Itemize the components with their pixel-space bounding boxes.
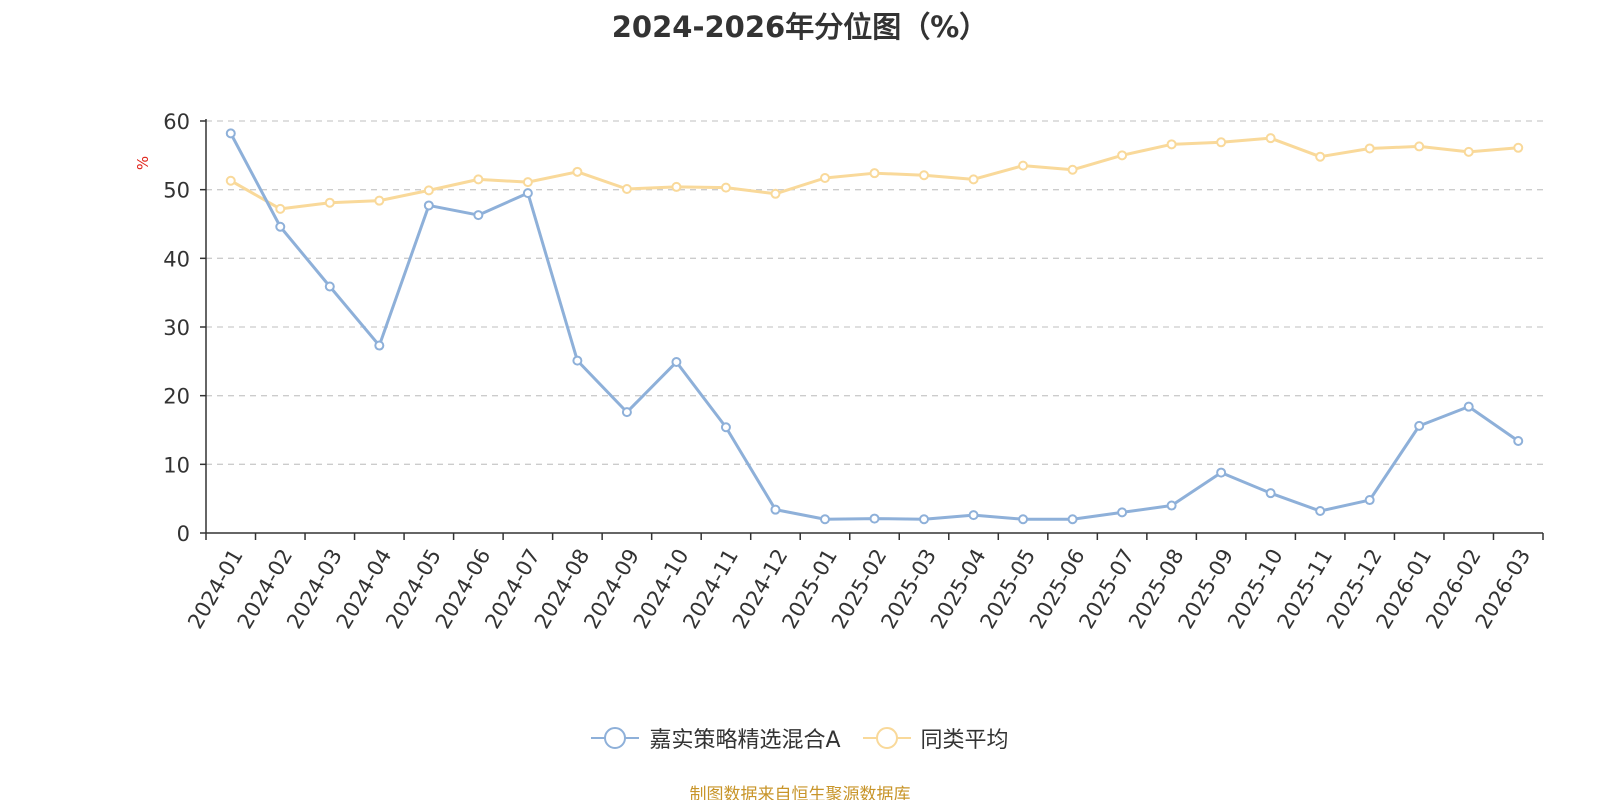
- legend-label-fund: 嘉实策略精选混合A: [649, 728, 841, 753]
- y-tick-label: 40: [163, 247, 190, 271]
- legend-label-average: 同类平均: [920, 728, 1009, 753]
- data-point-1: [1414, 141, 1425, 152]
- legend-marker-fund: [591, 727, 640, 749]
- y-tick-label: 0: [177, 522, 190, 546]
- data-point-0: [1513, 435, 1524, 446]
- data-point-0: [275, 221, 286, 232]
- line-chart: 0102030405060%2024-012024-022024-032024-…: [134, 110, 1544, 633]
- data-point-1: [572, 166, 583, 177]
- data-point-1: [919, 170, 930, 181]
- data-point-0: [473, 210, 484, 221]
- data-point-1: [1018, 160, 1029, 171]
- data-point-0: [968, 510, 979, 521]
- data-point-0: [1018, 514, 1029, 525]
- data-point-0: [869, 513, 880, 524]
- data-point-0: [374, 340, 385, 351]
- data-point-1: [275, 203, 286, 214]
- data-point-1: [1364, 143, 1375, 154]
- data-point-1: [225, 175, 236, 186]
- chart-title: 2024-2026年分位图（%）: [611, 10, 989, 44]
- data-point-0: [1364, 495, 1375, 506]
- data-point-0: [572, 355, 583, 366]
- data-point-1: [1216, 137, 1227, 148]
- y-tick-label: 30: [163, 316, 190, 340]
- data-point-1: [671, 181, 682, 192]
- legend-item-average[interactable]: 同类平均: [862, 722, 1009, 754]
- y-tick-label: 50: [163, 179, 190, 203]
- data-point-1: [1067, 164, 1078, 175]
- data-point-0: [720, 422, 731, 433]
- data-point-0: [1463, 401, 1474, 412]
- data-point-1: [423, 185, 434, 196]
- data-point-1: [869, 168, 880, 179]
- y-tick-label: 60: [163, 110, 190, 134]
- y-axis-unit-label: %: [134, 156, 152, 170]
- data-point-0: [423, 200, 434, 211]
- data-point-0: [1216, 467, 1227, 478]
- legend-marker-average: [862, 727, 911, 749]
- data-point-0: [671, 357, 682, 368]
- data-point-1: [968, 174, 979, 185]
- data-point-1: [374, 195, 385, 206]
- data-point-0: [819, 514, 830, 525]
- data-point-0: [1265, 488, 1276, 499]
- data-point-0: [1117, 507, 1128, 518]
- data-point-1: [473, 174, 484, 185]
- data-source-note: 制图数据来自恒生聚源数据库: [689, 785, 911, 800]
- data-point-0: [1414, 420, 1425, 431]
- data-point-0: [522, 188, 533, 199]
- chart-legend: 嘉实策略精选混合A 同类平均: [0, 722, 1600, 754]
- data-point-1: [1513, 142, 1524, 153]
- data-point-1: [324, 197, 335, 208]
- data-point-1: [720, 182, 731, 193]
- data-point-1: [1117, 150, 1128, 161]
- data-point-1: [1463, 146, 1474, 157]
- y-tick-label: 20: [163, 385, 190, 409]
- data-point-0: [919, 514, 930, 525]
- data-point-1: [770, 188, 781, 199]
- data-point-0: [1315, 506, 1326, 517]
- data-point-1: [621, 183, 632, 194]
- data-point-1: [819, 172, 830, 183]
- data-point-0: [621, 407, 632, 418]
- data-point-0: [1067, 514, 1078, 525]
- data-point-0: [225, 128, 236, 139]
- legend-item-fund[interactable]: 嘉实策略精选混合A: [591, 722, 841, 754]
- data-point-1: [522, 177, 533, 188]
- data-point-1: [1315, 151, 1326, 162]
- data-point-1: [1265, 133, 1276, 144]
- data-point-1: [1166, 139, 1177, 150]
- data-point-0: [770, 504, 781, 515]
- y-tick-label: 10: [163, 453, 190, 477]
- data-point-0: [1166, 500, 1177, 511]
- data-point-0: [324, 281, 335, 292]
